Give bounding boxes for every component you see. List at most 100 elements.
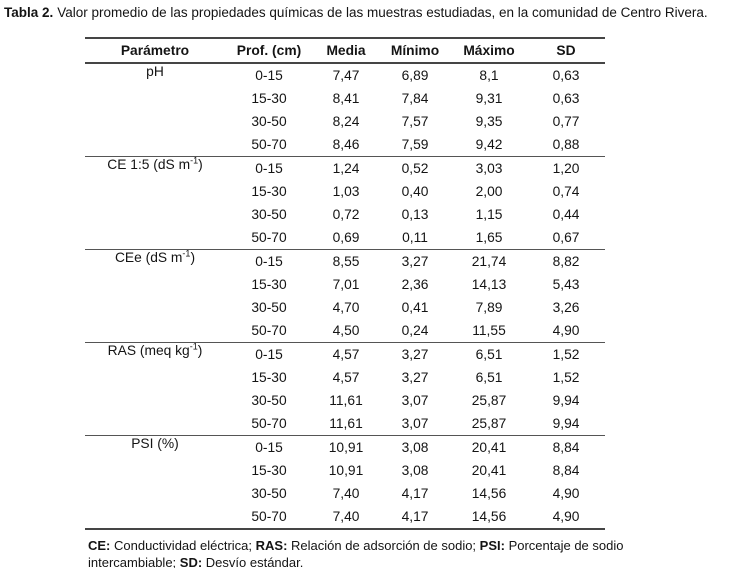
cell-sd: 0,63 — [552, 90, 580, 106]
cell-sd: 8,84 — [552, 462, 580, 478]
cell-sd: 4,90 — [552, 322, 580, 338]
unit-superscript: -1 — [182, 248, 191, 259]
table-body: pH 0-15 7,47 6,89 8,1 0,63 15-30 8,41 7,84 9,31 0,… — [85, 62, 605, 529]
cell-maximo: 8,1 — [451, 62, 527, 87]
table-row: 30-50 7,40 4,17 14,56 4,90 — [85, 482, 605, 505]
cell-media: 7,01 — [332, 276, 360, 292]
cell-sd: 4,90 — [552, 508, 580, 524]
cell-maximo: 14,13 — [471, 276, 507, 292]
footnote-abbr: SD: — [179, 555, 203, 568]
cell-minimo: 0,41 — [401, 299, 429, 315]
cell-minimo: 3,27 — [379, 341, 451, 366]
cell-maximo: 9,42 — [475, 136, 503, 152]
table-row: PSI (%) 0-15 10,91 3,08 20,41 8,84 — [85, 434, 605, 529]
cell-minimo: 3,07 — [401, 415, 429, 431]
table-header: Parámetro Prof. (cm) Media Mínimo Máximo SD — [85, 36, 605, 64]
cell-prof: 15-30 — [251, 90, 287, 106]
cell-prof: 15-30 — [251, 462, 287, 478]
column-header-maximo: Máximo — [451, 36, 527, 64]
table-row: 50-70 7,40 4,17 14,56 4,90 — [85, 505, 605, 529]
cell-prof: 0-15 — [225, 434, 313, 459]
cell-maximo: 25,87 — [471, 415, 507, 431]
table-row: 50-70 11,61 3,07 25,87 9,94 — [85, 412, 605, 436]
cell-prof: 50-70 — [251, 322, 287, 338]
unit-superscript: -1 — [190, 155, 199, 166]
parameter-label: CE 1:5 (dS m-1) — [85, 155, 225, 250]
table-header-row: Parámetro Prof. (cm) Media Mínimo Máximo SD — [85, 36, 605, 64]
cell-maximo: 1,65 — [475, 229, 503, 245]
cell-minimo: 3,27 — [401, 369, 429, 385]
cell-media: 8,24 — [332, 113, 360, 129]
cell-sd: 0,67 — [552, 229, 580, 245]
cell-media: 1,03 — [332, 183, 360, 199]
cell-maximo: 21,74 — [451, 248, 527, 273]
cell-maximo: 9,35 — [475, 113, 503, 129]
cell-maximo: 14,56 — [471, 485, 507, 501]
cell-media: 7,40 — [332, 508, 360, 524]
unit-superscript: -1 — [189, 341, 198, 352]
table-row: 50-70 8,46 7,59 9,42 0,88 — [85, 133, 605, 157]
table-row: 15-30 4,57 3,27 6,51 1,52 — [85, 366, 605, 389]
cell-media: 4,70 — [332, 299, 360, 315]
cell-minimo: 6,89 — [379, 62, 451, 87]
cell-minimo: 0,11 — [402, 229, 428, 245]
cell-minimo: 7,57 — [401, 113, 429, 129]
cell-minimo: 0,52 — [379, 155, 451, 180]
cell-prof: 50-70 — [251, 508, 287, 524]
cell-sd: 0,44 — [552, 206, 580, 222]
cell-sd: 1,52 — [527, 341, 605, 366]
paper-table-figure: Tabla 2. Valor promedio de las propiedade… — [0, 5, 732, 568]
cell-minimo: 4,17 — [401, 508, 429, 524]
cell-media: 8,46 — [332, 136, 360, 152]
cell-prof: 50-70 — [251, 415, 287, 431]
cell-sd: 8,84 — [527, 434, 605, 459]
parameter-label: PSI (%) — [85, 434, 225, 529]
cell-sd: 1,52 — [552, 369, 580, 385]
cell-sd: 0,74 — [552, 183, 580, 199]
cell-minimo: 3,08 — [379, 434, 451, 459]
cell-prof: 0-15 — [225, 341, 313, 366]
cell-maximo: 2,00 — [475, 183, 503, 199]
cell-media: 4,50 — [332, 322, 360, 338]
cell-minimo: 2,36 — [401, 276, 429, 292]
cell-minimo: 3,27 — [379, 248, 451, 273]
cell-prof: 30-50 — [251, 485, 287, 501]
cell-maximo: 14,56 — [471, 508, 507, 524]
table-caption-label: Tabla 2. — [4, 5, 54, 20]
parameter-label: RAS (meq kg-1) — [85, 341, 225, 436]
cell-minimo: 0,13 — [401, 206, 429, 222]
cell-media: 8,41 — [332, 90, 360, 106]
table-row: 15-30 1,03 0,40 2,00 0,74 — [85, 180, 605, 203]
cell-maximo: 9,31 — [475, 90, 503, 106]
cell-media: 11,61 — [329, 415, 363, 431]
cell-maximo: 3,03 — [451, 155, 527, 180]
cell-prof: 30-50 — [251, 299, 287, 315]
cell-media: 10,91 — [328, 462, 364, 478]
cell-maximo: 1,15 — [475, 206, 503, 222]
table-row: 50-70 0,69 0,11 1,65 0,67 — [85, 226, 605, 250]
cell-sd: 8,82 — [527, 248, 605, 273]
cell-media: 4,57 — [332, 369, 360, 385]
cell-minimo: 3,08 — [401, 462, 429, 478]
footnote-abbr: PSI: — [479, 537, 505, 553]
properties-table: Parámetro Prof. (cm) Media Mínimo Máximo SD p… — [85, 36, 605, 530]
column-header-prof-cm: Prof. (cm) — [225, 36, 313, 64]
table-footnote: CE: Conductividad eléctrica; RAS: Relaci… — [88, 537, 633, 568]
cell-media: 7,40 — [332, 485, 360, 501]
cell-sd: 9,94 — [552, 415, 580, 431]
cell-maximo: 6,51 — [475, 369, 503, 385]
cell-minimo: 4,17 — [401, 485, 429, 501]
cell-media: 10,91 — [313, 434, 379, 459]
table-row: 15-30 10,91 3,08 20,41 8,84 — [85, 459, 605, 482]
cell-media: 11,61 — [329, 392, 363, 408]
table-caption-text: Valor promedio de las propiedades químic… — [57, 5, 708, 20]
cell-minimo: 7,59 — [401, 136, 429, 152]
cell-maximo: 20,41 — [471, 462, 507, 478]
cell-prof: 30-50 — [251, 206, 287, 222]
table-row: 15-30 8,41 7,84 9,31 0,63 — [85, 87, 605, 110]
cell-prof: 30-50 — [251, 113, 287, 129]
footnote-abbr: CE: — [88, 537, 111, 553]
table-row: 30-50 4,70 0,41 7,89 3,26 — [85, 296, 605, 319]
cell-maximo: 25,87 — [471, 392, 507, 408]
column-header-minimo: Mínimo — [379, 36, 451, 64]
